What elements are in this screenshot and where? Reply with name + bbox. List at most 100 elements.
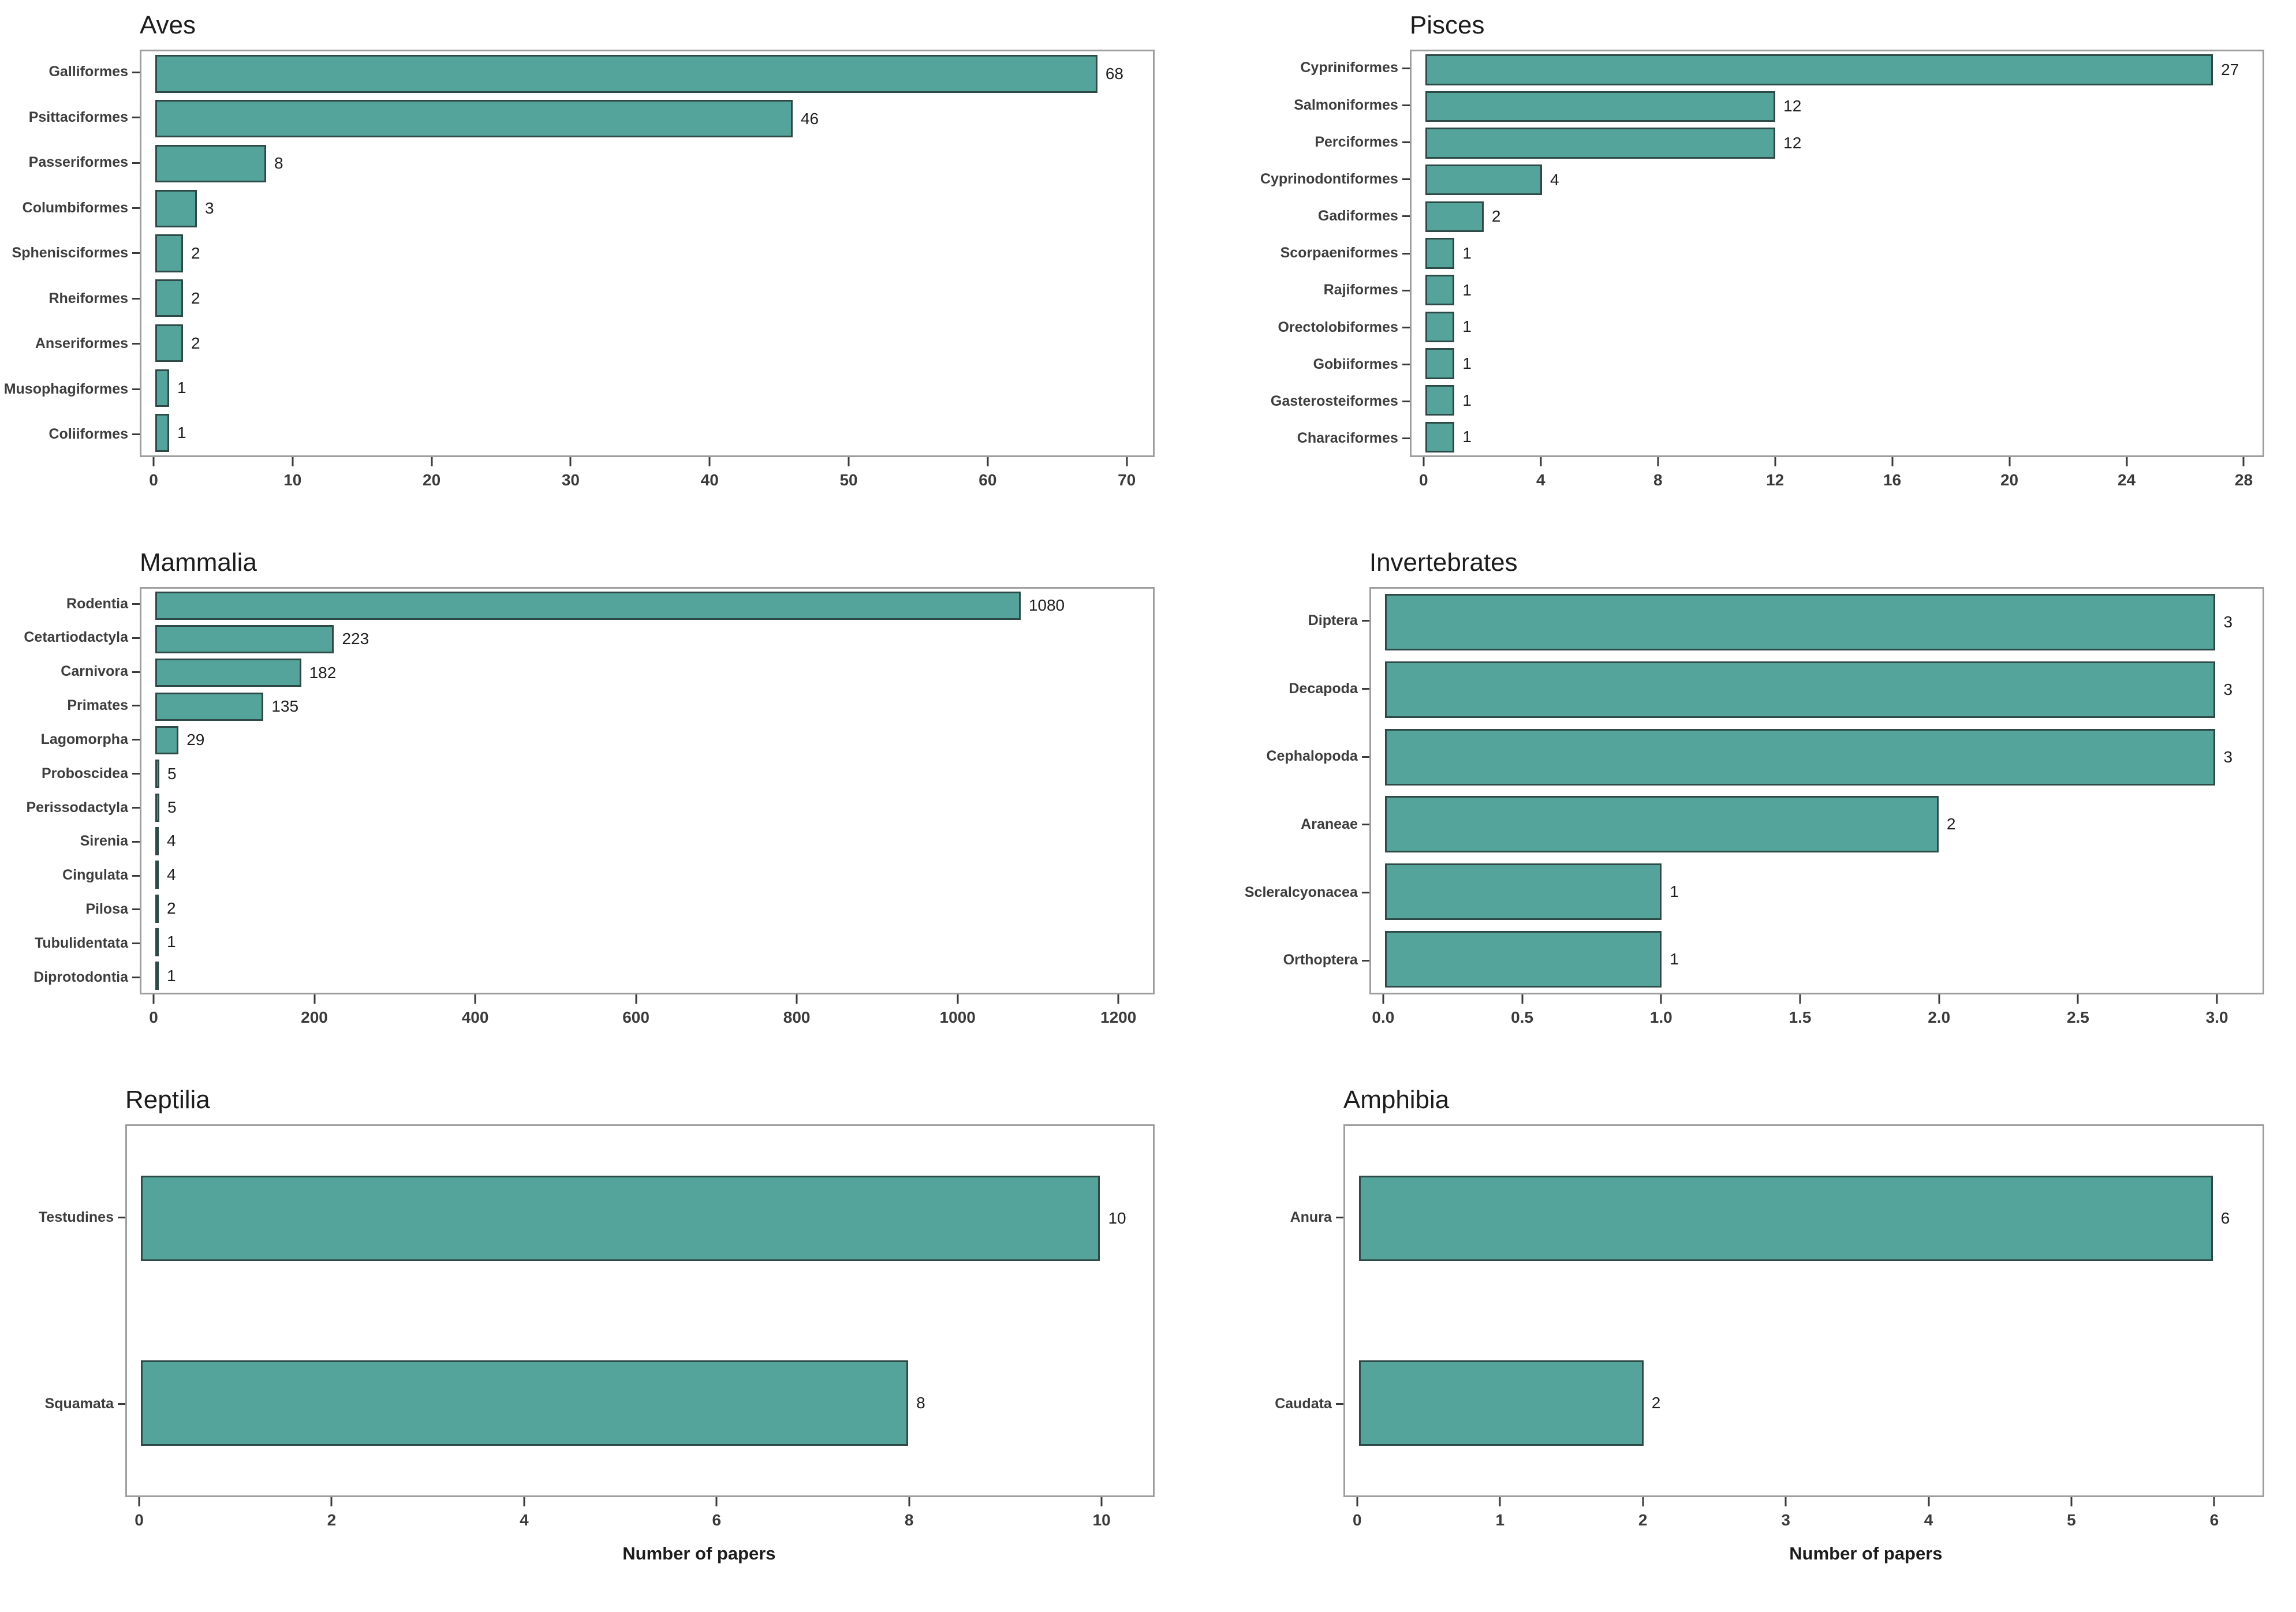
bar [155,100,793,138]
y-tick-mark [1402,289,1410,291]
x-tick-mark [1784,1497,1787,1506]
bar-row: 1 [141,410,1153,455]
category-label-cell: Salmoniformes [1219,87,1410,124]
panel-title: Invertebrates [1369,548,1518,577]
y-tick-mark [132,71,140,73]
category-label: Scleralcyonacea [1244,884,1358,900]
bar [155,189,197,227]
bar-row: 12 [1412,88,2263,125]
x-tick-label: 10 [283,471,302,489]
value-label: 29 [186,731,205,749]
bar-row: 5 [141,757,1153,791]
x-tick-mark [313,994,316,1004]
bar-row: 4 [1412,162,2263,199]
category-label-cell: Scorpaeniformes [1219,235,1410,272]
category-label: Anseriformes [35,335,128,352]
category-label: Testudines [38,1209,114,1225]
value-label: 4 [167,832,176,850]
panel-title: Pisces [1409,11,1485,39]
bar [1384,796,1939,853]
x-axis: 0 200 400 600 800 1000 1200 [140,994,1155,1036]
y-tick-mark [1402,401,1410,403]
x-tick-label: 600 [622,1008,649,1026]
y-tick-mark [132,207,140,210]
value-label: 8 [916,1394,925,1412]
x-tick-label: 10 [1092,1511,1111,1529]
category-label-cell: Carnivora [7,655,140,689]
y-tick-mark [1402,437,1410,440]
y-tick-mark [132,252,140,255]
value-label: 135 [271,697,299,716]
x-tick-mark [1660,994,1662,1004]
x-tick-label: 2 [1638,1511,1648,1529]
y-tick-mark [132,773,140,775]
category-label: Carnivora [61,663,128,680]
value-label: 3 [204,199,214,218]
category-label-cell: Lagomorpha [7,723,140,757]
x-tick-mark [987,457,989,466]
x-tick-label: 70 [1118,471,1136,489]
bar-row: 2 [1345,1311,2263,1495]
x-tick-label: 0 [149,1008,158,1026]
x-tick-label: 0 [1419,471,1428,489]
bar-row: 1 [1371,858,2263,926]
bar [1425,201,1484,233]
panel-mammalia: Mammalia Rodentia Cetartiodactyla Carnivor… [0,537,1212,1075]
x-tick-mark [715,1497,718,1506]
category-label-cell: Anura [1219,1124,1343,1311]
category-label-cell: Cephalopoda [1219,723,1369,791]
plot-column: 68 46 8 3 2 2 2 1 1 0 10 20 30 40 50 60 70 [140,50,1155,499]
x-axis: 0 2 4 6 8 10 [125,1497,1155,1539]
x-tick-mark [1117,994,1119,1004]
value-label: 2 [1491,207,1501,226]
x-tick-mark [1657,457,1659,466]
bar-row: 182 [141,656,1153,690]
x-tick-label: 50 [839,471,858,489]
x-tick-label: 16 [1883,471,1902,489]
category-label-cell: Cetartiodactyla [7,621,140,655]
x-tick-label: 1200 [1100,1008,1137,1026]
x-tick-mark [1891,457,1894,466]
value-label: 182 [309,663,337,682]
x-tick-mark [2077,994,2079,1004]
x-tick-label: 20 [2000,471,2019,489]
category-label-cell: Proboscidea [7,757,140,791]
panel-body: Galliformes Psittaciformes Passeriformes Co… [4,50,1155,499]
category-label: Decapoda [1289,680,1358,697]
value-label: 2 [167,899,176,918]
value-label: 8 [274,154,283,173]
x-tick-label: 20 [423,471,441,489]
value-label: 223 [342,630,369,648]
bar [155,793,159,822]
category-label: Perissodactyla [26,799,129,816]
bar [155,894,159,923]
category-label: Cephalopoda [1266,748,1358,765]
bar [141,1176,1100,1261]
value-label: 12 [1783,97,1802,115]
bar-row: 1 [141,959,1153,993]
category-label-cell: Testudines [7,1124,125,1311]
x-tick-mark [635,994,637,1004]
x-tick-mark [1499,1497,1501,1506]
category-label: Perciformes [1315,133,1398,150]
bar [1425,128,1776,159]
category-label-cell: Perciformes [1219,124,1410,160]
category-label: Caudata [1275,1395,1332,1412]
panel-body: Diptera Decapoda Cephalopoda Araneae Scleral… [1219,587,2264,1036]
bar [155,826,159,855]
x-tick-mark [138,1497,140,1506]
bar [155,725,179,754]
x-axis: 0.0 0.5 1.0 1.5 2.0 2.5 3.0 [1369,994,2264,1036]
bar-row: 6 [1345,1126,2263,1311]
x-axis: 0 4 8 12 16 20 24 28 [1410,457,2264,499]
y-tick-mark [1361,892,1369,894]
x-tick-label: 0 [135,1511,144,1529]
y-tick-mark [1361,959,1369,962]
y-tick-mark [1402,252,1410,255]
category-label: Tubulidentata [34,934,128,951]
value-label: 68 [1105,64,1123,83]
bar-row: 1 [1412,308,2263,345]
value-label: 46 [800,109,819,128]
x-tick-label: 6 [712,1511,722,1529]
category-label: Galliformes [48,63,128,80]
